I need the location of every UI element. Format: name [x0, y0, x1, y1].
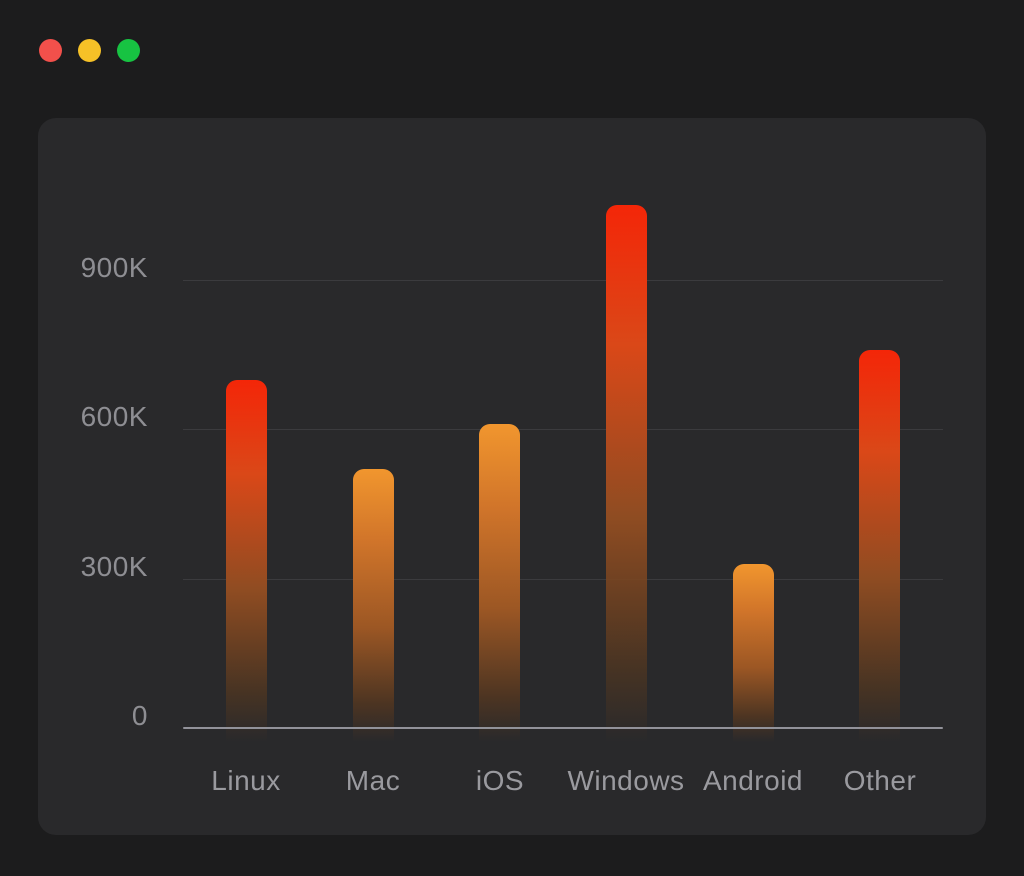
y-tick-label-300k: 300K: [80, 551, 148, 582]
bar-windows[interactable]: [606, 205, 647, 742]
gridline-600k: [183, 429, 943, 430]
minimize-button[interactable]: [78, 39, 101, 62]
bar-ios[interactable]: [479, 424, 520, 742]
close-button[interactable]: [39, 39, 62, 62]
bar-chart: 900K 600K 300K 0 Linux Mac iOS Windows Android Ot…: [38, 118, 986, 835]
category-label-mac: Mac: [345, 765, 401, 796]
maximize-button[interactable]: [117, 39, 140, 62]
y-tick-label-600k: 600K: [80, 401, 148, 432]
y-tick-label-900k: 900K: [80, 252, 148, 283]
gridline-900k: [183, 280, 943, 281]
bar-linux[interactable]: [226, 380, 267, 742]
category-label-other: Other: [843, 765, 917, 796]
y-tick-label-0: 0: [131, 700, 148, 731]
category-label-windows: Windows: [567, 765, 685, 796]
category-label-ios: iOS: [475, 765, 525, 796]
bar-mac[interactable]: [353, 469, 394, 742]
chart-card: 900K 600K 300K 0 Linux Mac iOS Windows Android Ot…: [38, 118, 986, 835]
bar-other[interactable]: [859, 350, 900, 742]
gridline-300k: [183, 579, 943, 580]
category-label-linux: Linux: [211, 765, 281, 796]
titlebar: [0, 0, 1024, 100]
category-label-android: Android: [702, 765, 803, 796]
x-axis-line: [183, 727, 943, 729]
bar-android[interactable]: [733, 564, 774, 742]
